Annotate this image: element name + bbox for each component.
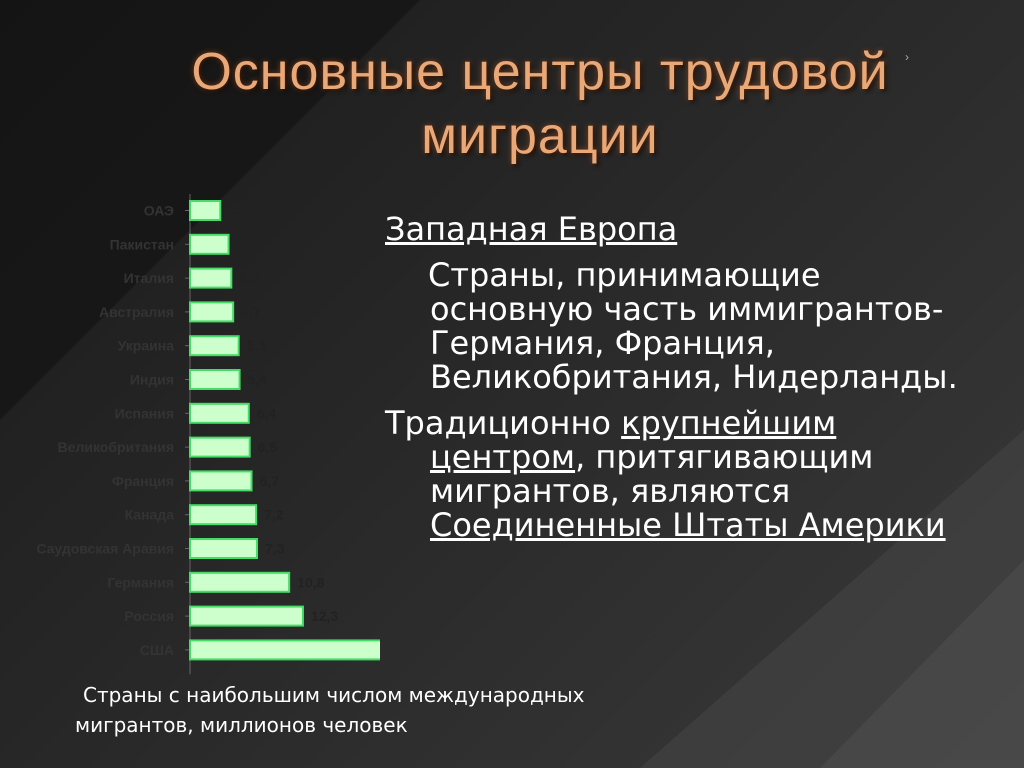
category-label: Россия — [124, 608, 174, 624]
bar — [189, 369, 241, 390]
category-label: Индия — [130, 372, 174, 388]
category-label: Саудовская Аравия — [36, 541, 174, 557]
data-label: 4,7 — [241, 304, 261, 320]
data-label: 5,3 — [247, 338, 267, 354]
paragraph-usa-part3: , притягивающим мигрантов, являются — [430, 438, 874, 510]
data-label: 10,8 — [297, 574, 324, 590]
category-label: Италия — [124, 270, 174, 286]
bar — [189, 402, 250, 424]
bar — [189, 470, 253, 492]
bar — [189, 571, 291, 593]
bar — [189, 335, 240, 357]
bar-chart: ОАЭ 3,3 Пакистан 4,2 Италия 4,5 Австралия 4,7 Ук… — [36, 194, 380, 675]
section-heading: Западная Европа — [385, 210, 678, 248]
category-label: Испания — [115, 405, 174, 421]
bar — [189, 504, 258, 526]
caption-line-2: мигрантов, миллионов человек — [75, 713, 408, 737]
bar — [189, 233, 230, 255]
largest-center-link[interactable]: крупнейшим центром — [430, 404, 837, 476]
data-label: 7,3 — [265, 541, 285, 557]
usa-link[interactable]: Соединенные Штаты Америки — [430, 506, 946, 544]
category-label: Франция — [112, 473, 174, 489]
category-label: Пакистан — [110, 236, 174, 252]
bar — [189, 538, 259, 559]
caption-line-1: Страны с наибольшим числом международных — [83, 683, 585, 707]
description-text: Западная Европа Страны, принимающие осно… — [385, 212, 985, 542]
data-label: 12,3 — [311, 608, 338, 624]
bar — [189, 301, 235, 323]
data-label: 4,2 — [237, 236, 257, 252]
data-label: 7,2 — [264, 507, 284, 523]
slide-title: Основные центры трудовой миграции — [191, 43, 889, 165]
category-label: Канада — [125, 507, 175, 523]
data-label: 5,4 — [248, 372, 268, 388]
category-label: Великобритания — [58, 439, 174, 455]
paragraph-usa: Традиционно крупнейшим центром, притягив… — [385, 406, 985, 542]
chart-caption: Страны с наибольшим числом международных… — [75, 680, 755, 740]
data-label: 6,4 — [257, 405, 277, 421]
category-label: Германия — [107, 574, 174, 590]
category-label: ОАЭ — [144, 203, 174, 219]
bar — [189, 200, 222, 221]
paragraph-countries: Страны, принимающие основную часть иммиг… — [428, 256, 958, 396]
bar — [189, 639, 380, 661]
chevron-right-icon: › — [905, 50, 909, 64]
bar — [189, 267, 233, 289]
bar — [189, 436, 251, 458]
bar — [189, 605, 304, 627]
data-label: 6,5 — [258, 439, 278, 455]
category-label: Украина — [118, 338, 175, 354]
data-label: 4,5 — [239, 270, 259, 286]
paragraph-usa-part1: Традиционно — [385, 404, 622, 442]
data-label: 6,7 — [260, 473, 280, 489]
category-label: Австралия — [99, 304, 174, 320]
data-label: 3,3 — [228, 203, 248, 219]
category-label: США — [140, 642, 174, 658]
